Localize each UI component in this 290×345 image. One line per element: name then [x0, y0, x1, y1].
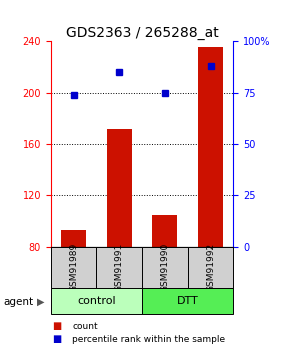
Text: control: control — [77, 296, 116, 306]
Text: GSM91992: GSM91992 — [206, 243, 215, 292]
Text: agent: agent — [3, 297, 33, 307]
Bar — [152, 215, 177, 247]
Text: GSM91990: GSM91990 — [160, 243, 169, 292]
Text: ■: ■ — [52, 334, 61, 344]
Bar — [142, 288, 233, 314]
Bar — [188, 247, 233, 288]
Text: DTT: DTT — [177, 296, 199, 306]
Bar — [61, 230, 86, 247]
Text: GSM91991: GSM91991 — [115, 243, 124, 292]
Bar — [51, 247, 96, 288]
Text: count: count — [72, 322, 98, 331]
Bar — [107, 129, 132, 247]
Bar — [142, 247, 188, 288]
Bar — [96, 247, 142, 288]
Text: ■: ■ — [52, 321, 61, 331]
Text: GSM91989: GSM91989 — [69, 243, 78, 292]
Text: ▶: ▶ — [37, 297, 45, 307]
Title: GDS2363 / 265288_at: GDS2363 / 265288_at — [66, 26, 218, 40]
Bar — [198, 47, 223, 247]
Bar — [51, 288, 142, 314]
Text: percentile rank within the sample: percentile rank within the sample — [72, 335, 226, 344]
